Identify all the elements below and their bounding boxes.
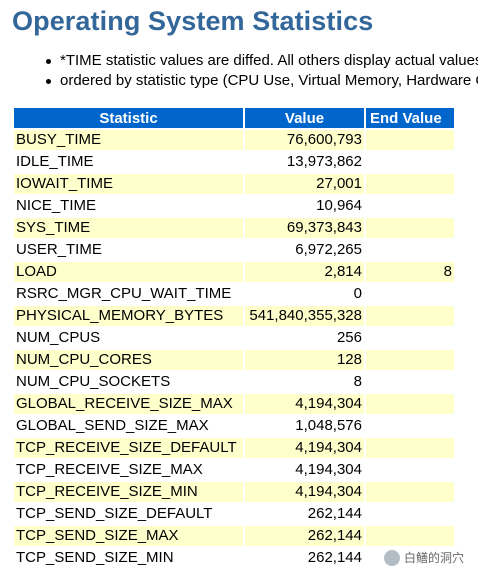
- table-row: IDLE_TIME 13,973,862: [14, 152, 454, 172]
- statistic-cell: GLOBAL_SEND_SIZE_MAX: [14, 416, 243, 436]
- note-item: *TIME statistic values are diffed. All o…: [44, 51, 478, 71]
- table-row: TCP_SEND_SIZE_MAX 262,144: [14, 526, 454, 546]
- statistic-cell: NICE_TIME: [14, 196, 243, 216]
- watermark-text: 白鳝的洞穴: [403, 551, 464, 565]
- wechat-channel-icon: [383, 549, 400, 566]
- table-row: SYS_TIME 69,373,843: [14, 218, 454, 238]
- table-body: BUSY_TIME 76,600,793 IDLE_TIME 13,973,862 IO…: [14, 130, 454, 568]
- value-cell: 541,840,355,328: [245, 306, 364, 326]
- statistic-cell: RSRC_MGR_CPU_WAIT_TIME: [14, 284, 243, 304]
- value-cell: 13,973,862: [245, 152, 364, 172]
- statistic-cell: GLOBAL_RECEIVE_SIZE_MAX: [14, 394, 243, 414]
- column-header-statistic: Statistic: [14, 108, 243, 128]
- end-value-cell: [366, 152, 454, 172]
- statistic-cell: TCP_RECEIVE_SIZE_MIN: [14, 482, 243, 502]
- table-row: BUSY_TIME 76,600,793: [14, 130, 454, 150]
- end-value-cell: [366, 196, 454, 216]
- end-value-cell: [366, 526, 454, 546]
- note-item: ordered by statistic type (CPU Use, Virt…: [44, 71, 478, 91]
- table-row: RSRC_MGR_CPU_WAIT_TIME 0: [14, 284, 454, 304]
- statistic-cell: TCP_RECEIVE_SIZE_DEFAULT: [14, 438, 243, 458]
- page-title: Operating System Statistics: [12, 6, 374, 36]
- end-value-cell: [366, 372, 454, 392]
- value-cell: 76,600,793: [245, 130, 364, 150]
- end-value-cell: [366, 328, 454, 348]
- value-cell: 256: [245, 328, 364, 348]
- value-cell: 10,964: [245, 196, 364, 216]
- value-cell: 4,194,304: [245, 438, 364, 458]
- value-cell: 4,194,304: [245, 394, 364, 414]
- statistic-cell: TCP_RECEIVE_SIZE_MAX: [14, 460, 243, 480]
- table-row: GLOBAL_RECEIVE_SIZE_MAX 4,194,304: [14, 394, 454, 414]
- table-row: USER_TIME 6,972,265: [14, 240, 454, 260]
- end-value-cell: [366, 218, 454, 238]
- value-cell: 262,144: [245, 548, 364, 568]
- table-row: NICE_TIME 10,964: [14, 196, 454, 216]
- value-cell: 4,194,304: [245, 482, 364, 502]
- statistic-cell: TCP_SEND_SIZE_MIN: [14, 548, 243, 568]
- value-cell: 8: [245, 372, 364, 392]
- value-cell: 69,373,843: [245, 218, 364, 238]
- statistic-cell: LOAD: [14, 262, 243, 282]
- value-cell: 4,194,304: [245, 460, 364, 480]
- value-cell: 6,972,265: [245, 240, 364, 260]
- column-header-value: Value: [245, 108, 364, 128]
- end-value-cell: [366, 284, 454, 304]
- table-row: TCP_SEND_SIZE_MIN 262,144: [14, 548, 454, 568]
- value-cell: 27,001: [245, 174, 364, 194]
- table-row: TCP_SEND_SIZE_DEFAULT 262,144: [14, 504, 454, 524]
- statistic-cell: IOWAIT_TIME: [14, 174, 243, 194]
- end-value-cell: [366, 394, 454, 414]
- column-header-end-value: End Value: [366, 108, 454, 128]
- statistic-cell: USER_TIME: [14, 240, 243, 260]
- value-cell: 1,048,576: [245, 416, 364, 436]
- end-value-cell: [366, 482, 454, 502]
- table-row: NUM_CPUS 256: [14, 328, 454, 348]
- table-row: IOWAIT_TIME 27,001: [14, 174, 454, 194]
- statistic-cell: SYS_TIME: [14, 218, 243, 238]
- value-cell: 128: [245, 350, 364, 370]
- table-header-row: Statistic Value End Value: [14, 108, 454, 128]
- table-row: LOAD 2,814 8: [14, 262, 454, 282]
- table-row: TCP_RECEIVE_SIZE_MIN 4,194,304: [14, 482, 454, 502]
- end-value-cell: [366, 240, 454, 260]
- table-row: PHYSICAL_MEMORY_BYTES 541,840,355,328: [14, 306, 454, 326]
- end-value-cell: [366, 130, 454, 150]
- statistic-cell: PHYSICAL_MEMORY_BYTES: [14, 306, 243, 326]
- statistic-cell: NUM_CPU_CORES: [14, 350, 243, 370]
- value-cell: 2,814: [245, 262, 364, 282]
- statistic-cell: IDLE_TIME: [14, 152, 243, 172]
- table-row: NUM_CPU_CORES 128: [14, 350, 454, 370]
- statistic-cell: TCP_SEND_SIZE_DEFAULT: [14, 504, 243, 524]
- statistic-cell: NUM_CPU_SOCKETS: [14, 372, 243, 392]
- value-cell: 0: [245, 284, 364, 304]
- value-cell: 262,144: [245, 504, 364, 524]
- table-row: NUM_CPU_SOCKETS 8: [14, 372, 454, 392]
- table-row: TCP_RECEIVE_SIZE_MAX 4,194,304: [14, 460, 454, 480]
- statistic-cell: NUM_CPUS: [14, 328, 243, 348]
- table-row: GLOBAL_SEND_SIZE_MAX 1,048,576: [14, 416, 454, 436]
- end-value-cell: [366, 438, 454, 458]
- end-value-cell: [366, 460, 454, 480]
- value-cell: 262,144: [245, 526, 364, 546]
- end-value-cell: [366, 416, 454, 436]
- os-statistics-table: Statistic Value End Value BUSY_TIME 76,60…: [12, 106, 456, 570]
- end-value-cell: 8: [366, 262, 454, 282]
- watermark: 白鳝的洞穴: [383, 549, 464, 566]
- notes-list: *TIME statistic values are diffed. All o…: [44, 51, 478, 91]
- table-row: TCP_RECEIVE_SIZE_DEFAULT 4,194,304: [14, 438, 454, 458]
- statistic-cell: TCP_SEND_SIZE_MAX: [14, 526, 243, 546]
- statistic-cell: BUSY_TIME: [14, 130, 243, 150]
- end-value-cell: [366, 306, 454, 326]
- end-value-cell: [366, 174, 454, 194]
- end-value-cell: [366, 504, 454, 524]
- end-value-cell: [366, 350, 454, 370]
